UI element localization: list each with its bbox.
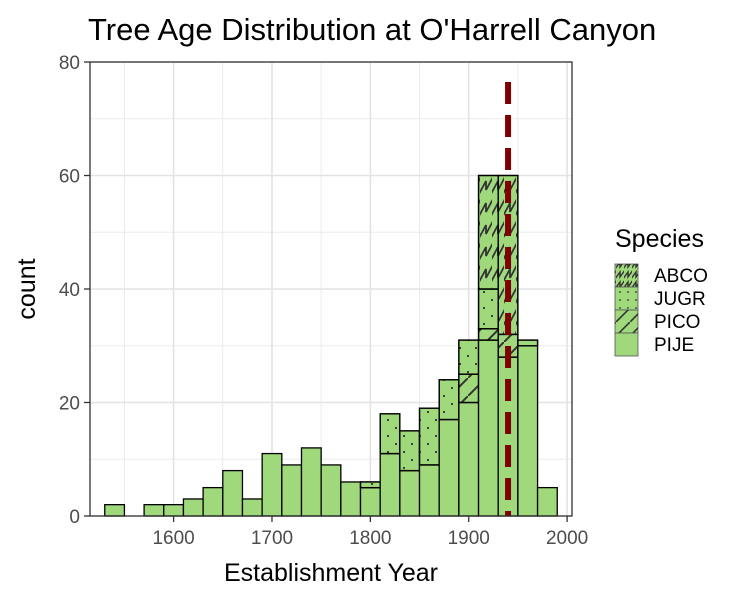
x-tick-label: 2000 [546, 528, 588, 549]
x-tick-label: 1900 [448, 528, 490, 549]
bar-pije [458, 401, 480, 517]
legend-label-pije: PIJE [654, 335, 694, 356]
x-tick-label: 1800 [349, 528, 391, 549]
bars [104, 174, 558, 517]
legend-key-jugr-pattern [615, 287, 638, 310]
bar-pije [300, 447, 322, 517]
legend-label-abco: ABCO [654, 266, 708, 287]
y-axis-title: count [13, 258, 41, 319]
bar-jugr-pattern [438, 379, 460, 421]
legend-key-pico-pattern [615, 310, 638, 333]
bar-pije [222, 469, 244, 517]
y-tick-label: 0 [69, 507, 80, 528]
bar-pije [399, 469, 421, 517]
x-axis-title: Establishment Year [224, 559, 438, 587]
x-tick-label: 1700 [251, 528, 293, 549]
bar-pije [340, 481, 362, 517]
legend-title: Species [615, 225, 704, 253]
bar-jugr-pattern [399, 430, 421, 472]
bar-pije [163, 503, 185, 517]
bar-pije [261, 452, 283, 517]
bar-pije [202, 486, 224, 517]
bar-pije [477, 339, 499, 517]
bar-pije [104, 503, 126, 517]
bar-jugr-pattern [458, 339, 480, 375]
bar-jugr-pattern [517, 339, 539, 347]
bar-pije [536, 486, 558, 517]
bar-pico-pattern [477, 328, 499, 341]
x-tick-label: 1600 [152, 528, 194, 549]
bar-jugr-pattern [418, 407, 440, 466]
axis-ticks: 0 20 40 60 80 1600 1700 1800 1900 2000 [59, 53, 588, 549]
bar-pije [379, 452, 401, 517]
chart-title: Tree Age Distribution at O'Harrell Canyo… [88, 12, 656, 47]
legend-key-pije [614, 332, 639, 357]
legend-key-abco-pattern [615, 264, 638, 287]
y-tick-label: 60 [59, 167, 80, 188]
bar-pije [359, 486, 381, 517]
bar-pije [438, 418, 460, 517]
bar-pije [517, 345, 539, 517]
y-tick-label: 80 [59, 53, 80, 74]
y-tick-label: 40 [59, 280, 80, 301]
bar-pije [281, 464, 303, 517]
bar-pije [143, 503, 165, 517]
legend-label-jugr: JUGR [654, 289, 706, 310]
legend-label-pico: PICO [654, 312, 700, 333]
bar-jugr-pattern [359, 481, 381, 489]
bar-abco-pattern [477, 174, 499, 290]
bar-pije [241, 498, 263, 517]
y-tick-label: 20 [59, 394, 80, 415]
bar-pije [320, 464, 342, 517]
bar-pico-pattern [458, 373, 480, 404]
bar-pije [418, 464, 440, 517]
bar-jugr-pattern [477, 288, 499, 330]
bar-jugr-pattern [379, 413, 401, 455]
bar-pije [182, 498, 204, 517]
